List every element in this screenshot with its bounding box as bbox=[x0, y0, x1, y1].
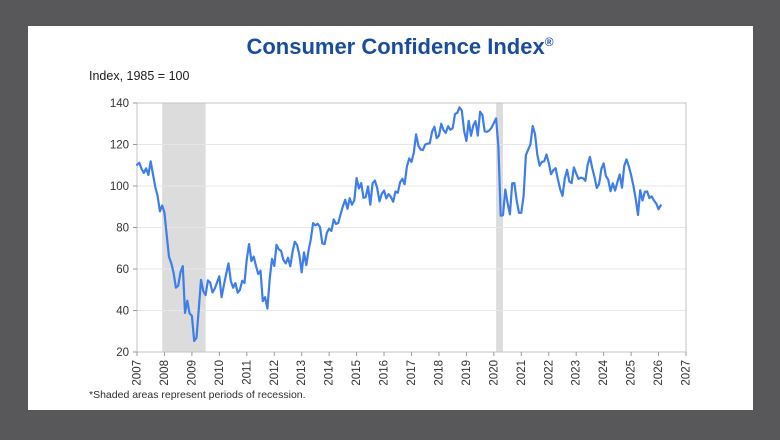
x-axis-tick-label: 2012 bbox=[269, 360, 281, 386]
x-axis-tick-label: 2013 bbox=[296, 360, 308, 386]
x-axis-tick-label: 2014 bbox=[324, 359, 336, 385]
x-axis-tick-label: 2017 bbox=[406, 360, 418, 386]
x-axis-tick-label: 2021 bbox=[516, 360, 528, 386]
x-axis-tick-label: 2019 bbox=[461, 360, 473, 386]
x-axis-tick-label: 2016 bbox=[379, 360, 391, 386]
recession-footnote: *Shaded areas represent periods of reces… bbox=[89, 389, 306, 401]
x-axis-tick-label: 2009 bbox=[186, 360, 198, 386]
x-axis-tick-label: 2011 bbox=[241, 360, 253, 385]
x-axis-tick-label: 2020 bbox=[488, 360, 500, 386]
x-axis-tick-label: 2023 bbox=[571, 360, 583, 386]
x-axis-tick-label: 2015 bbox=[351, 360, 363, 386]
chart-title: Consumer Confidence Index® bbox=[110, 34, 690, 60]
y-axis-tick-label: 100 bbox=[110, 181, 129, 193]
x-axis-tick-label: 2010 bbox=[214, 360, 226, 386]
x-axis-tick-label: 2026 bbox=[653, 360, 665, 386]
cci-data-line bbox=[135, 106, 662, 343]
x-axis-tick-label: 2008 bbox=[159, 360, 171, 386]
axis-unit-label: Index, 1985 = 100 bbox=[89, 69, 190, 83]
y-axis-tick-label: 120 bbox=[110, 140, 129, 152]
x-axis-tick-label: 2025 bbox=[626, 360, 638, 386]
registered-trademark-symbol: ® bbox=[544, 35, 554, 49]
x-axis-tick-label: 2018 bbox=[433, 360, 445, 386]
y-axis-tick-label: 20 bbox=[116, 347, 129, 359]
chart-card bbox=[28, 26, 753, 410]
y-axis-tick-label: 60 bbox=[116, 264, 129, 276]
x-axis-tick-label: 2024 bbox=[598, 359, 610, 385]
x-axis-tick-label: 2022 bbox=[543, 360, 555, 386]
y-axis-tick-label: 40 bbox=[116, 306, 129, 318]
y-axis-tick-label: 80 bbox=[116, 223, 129, 235]
chart-title-text: Consumer Confidence Index bbox=[246, 34, 545, 59]
x-axis-tick-label: 2027 bbox=[681, 360, 693, 386]
y-axis-tick-label: 140 bbox=[110, 98, 129, 110]
x-axis-tick-label: 2007 bbox=[132, 360, 144, 386]
